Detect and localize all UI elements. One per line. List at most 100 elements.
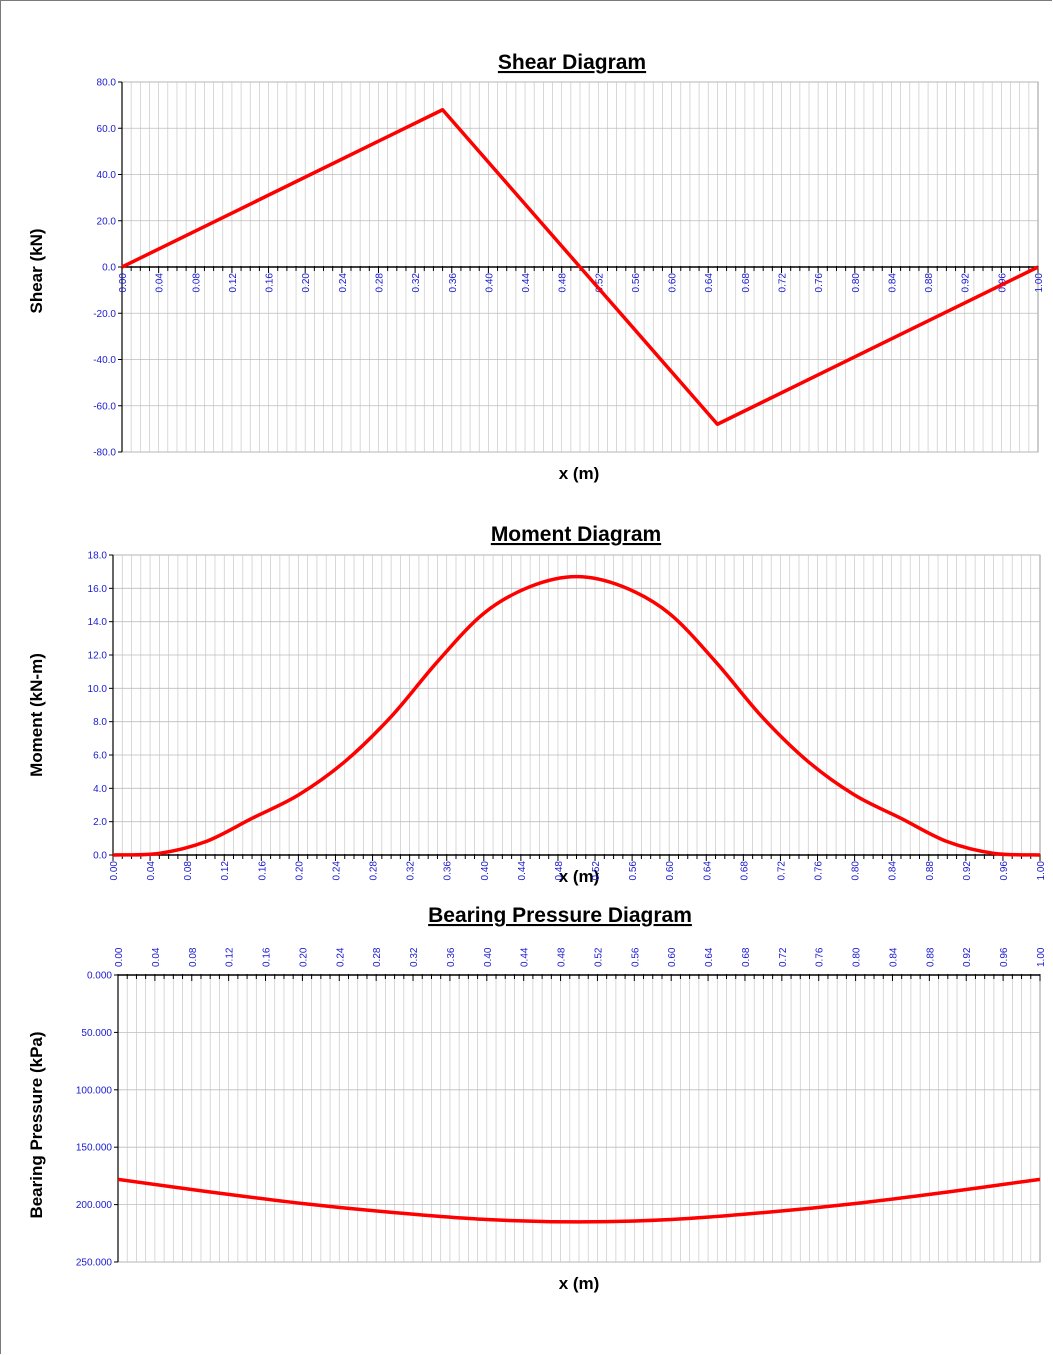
shear-chart-y-tick-label: 0.0 bbox=[102, 263, 116, 274]
moment-chart-x-tick-label: 0.92 bbox=[962, 861, 973, 881]
shear-chart-x-tick-label: 0.48 bbox=[558, 273, 569, 293]
bearing-chart-x-tick-label: 0.84 bbox=[888, 947, 899, 967]
bearing-chart-x-tick-label: 0.72 bbox=[778, 947, 789, 967]
shear-chart-x-tick-label: 0.36 bbox=[448, 273, 459, 293]
moment-chart-x-tick-label: 0.88 bbox=[925, 861, 936, 881]
shear-chart-x-tick-label: 0.88 bbox=[924, 273, 935, 293]
shear-chart-xlabel: x (m) bbox=[559, 464, 600, 483]
shear-chart-x-tick-label: 0.80 bbox=[851, 273, 862, 293]
bearing-chart-title: Bearing Pressure Diagram bbox=[428, 904, 692, 927]
shear-chart: Shear Diagram Shear (kN) x (m) 80.0 60.0 4… bbox=[27, 51, 1045, 483]
shear-chart-x-tick-label: 1.00 bbox=[1034, 273, 1045, 293]
moment-chart-x-tick-label: 0.32 bbox=[406, 861, 417, 881]
moment-chart-axes bbox=[109, 554, 1041, 861]
moment-chart-x-tick-label: 0.04 bbox=[146, 861, 157, 881]
bearing-chart-y-ticks: 0.000 50.000 100.000 150.000 200.000 250.000 bbox=[76, 971, 113, 1269]
bearing-chart-xlabel: x (m) bbox=[559, 1274, 600, 1293]
shear-chart-x-tick-label: 0.72 bbox=[778, 273, 789, 293]
shear-chart-ylabel: Shear (kN) bbox=[27, 228, 46, 313]
moment-chart-x-tick-label: 0.84 bbox=[888, 861, 899, 881]
bearing-chart-y-tick-label: 200.000 bbox=[76, 1200, 113, 1211]
shear-chart-x-tick-label: 0.24 bbox=[338, 273, 349, 293]
moment-chart-x-tick-label: 0.52 bbox=[591, 861, 602, 881]
moment-chart-y-tick-label: 6.0 bbox=[93, 751, 107, 762]
bearing-chart-y-tick-label: 50.000 bbox=[81, 1028, 112, 1039]
bearing-chart-ylabel: Bearing Pressure (kPa) bbox=[27, 1031, 46, 1218]
shear-chart-x-tick-label: 0.60 bbox=[668, 273, 679, 293]
moment-chart-x-tick-label: 0.48 bbox=[554, 861, 565, 881]
moment-chart-grid bbox=[112, 554, 1041, 856]
bearing-chart-x-tick-label: 0.00 bbox=[114, 947, 125, 967]
shear-chart-x-tick-label: 0.44 bbox=[521, 273, 532, 293]
bearing-chart-x-tick-label: 0.28 bbox=[372, 947, 383, 967]
moment-chart-x-tick-label: 0.64 bbox=[702, 861, 713, 881]
shear-chart-x-tick-label: 0.84 bbox=[887, 273, 898, 293]
bearing-chart-x-tick-label: 0.44 bbox=[520, 947, 531, 967]
moment-chart-x-tick-label: 0.24 bbox=[331, 861, 342, 881]
moment-chart-x-tick-label: 0.00 bbox=[109, 861, 120, 881]
bearing-chart-x-tick-label: 0.24 bbox=[335, 947, 346, 967]
shear-chart-x-tick-label: 0.12 bbox=[228, 273, 239, 293]
bearing-chart-x-tick-label: 0.64 bbox=[704, 947, 715, 967]
moment-chart-y-tick-label: 16.0 bbox=[88, 584, 108, 595]
moment-chart-x-tick-label: 0.56 bbox=[628, 861, 639, 881]
shear-chart-x-tick-label: 0.16 bbox=[265, 273, 276, 293]
bearing-chart-x-tick-label: 0.56 bbox=[630, 947, 641, 967]
shear-chart-x-tick-label: 0.68 bbox=[741, 273, 752, 293]
moment-chart-y-tick-label: 12.0 bbox=[88, 651, 108, 662]
moment-chart-x-tick-label: 0.44 bbox=[517, 861, 528, 881]
moment-chart-x-tick-label: 0.68 bbox=[739, 861, 750, 881]
moment-chart-x-tick-label: 0.20 bbox=[294, 861, 305, 881]
moment-chart-x-tick-label: 0.16 bbox=[257, 861, 268, 881]
moment-chart-x-ticks: 0.00 0.04 0.08 0.12 0.16 0.20 0.24 0.28 0.32 0.36… bbox=[109, 861, 1047, 881]
bearing-chart-x-tick-label: 0.20 bbox=[298, 947, 309, 967]
shear-chart-x-tick-label: 0.52 bbox=[594, 273, 605, 293]
moment-chart-ylabel: Moment (kN-m) bbox=[27, 653, 46, 777]
bearing-chart-x-tick-label: 0.04 bbox=[151, 947, 162, 967]
bearing-chart-x-tick-label: 0.76 bbox=[815, 947, 826, 967]
shear-chart-y-tick-label: 80.0 bbox=[97, 78, 117, 89]
shear-chart-x-tick-label: 0.20 bbox=[301, 273, 312, 293]
shear-chart-x-tick-label: 0.00 bbox=[118, 273, 129, 293]
moment-chart-xlabel: x (m) bbox=[559, 867, 600, 886]
shear-chart-y-ticks: 80.0 60.0 40.0 20.0 0.0 -20.0 -40.0 -60.0 -80.0 bbox=[93, 78, 116, 459]
shear-chart-y-tick-label: -40.0 bbox=[93, 355, 116, 366]
shear-chart-y-tick-label: -20.0 bbox=[93, 309, 116, 320]
shear-chart-x-tick-label: 0.04 bbox=[155, 273, 166, 293]
moment-chart-x-tick-label: 1.00 bbox=[1036, 861, 1047, 881]
bearing-chart-x-tick-label: 0.40 bbox=[483, 947, 494, 967]
shear-chart-x-tick-label: 0.40 bbox=[484, 273, 495, 293]
moment-chart-x-tick-label: 0.28 bbox=[369, 861, 380, 881]
moment-chart-y-tick-label: 10.0 bbox=[88, 684, 108, 695]
bearing-chart-y-tick-label: 150.000 bbox=[76, 1143, 113, 1154]
bearing-chart-x-tick-label: 0.32 bbox=[409, 947, 420, 967]
bearing-chart-y-tick-label: 250.000 bbox=[76, 1258, 113, 1269]
shear-chart-x-ticks: 0.00 0.04 0.08 0.12 0.16 0.20 0.24 0.28 0.32 0.36… bbox=[118, 273, 1045, 293]
shear-chart-series-line bbox=[121, 108, 1039, 426]
shear-chart-x-tick-label: 0.64 bbox=[704, 273, 715, 293]
shear-chart-y-tick-label: 40.0 bbox=[97, 170, 117, 181]
moment-chart-y-tick-label: 18.0 bbox=[88, 551, 108, 562]
bearing-chart-x-tick-label: 0.12 bbox=[225, 947, 236, 967]
moment-chart-x-tick-label: 0.80 bbox=[851, 861, 862, 881]
moment-chart-series-line bbox=[112, 574, 1041, 857]
bearing-chart-series-line bbox=[117, 1177, 1041, 1224]
bearing-chart-x-tick-label: 0.92 bbox=[962, 947, 973, 967]
moment-chart-x-tick-label: 0.76 bbox=[814, 861, 825, 881]
shear-chart-x-tick-label: 0.32 bbox=[411, 273, 422, 293]
shear-chart-x-tick-label: 0.56 bbox=[631, 273, 642, 293]
shear-chart-y-tick-label: -80.0 bbox=[93, 448, 116, 459]
bearing-chart-x-tick-label: 1.00 bbox=[1036, 947, 1047, 967]
moment-chart: Moment Diagram Moment (kN-m) x (m) 18.01… bbox=[27, 523, 1047, 886]
bearing-chart-x-tick-label: 0.68 bbox=[741, 947, 752, 967]
shear-chart-y-tick-label: 20.0 bbox=[97, 216, 117, 227]
moment-chart-x-tick-label: 0.72 bbox=[776, 861, 787, 881]
shear-chart-title: Shear Diagram bbox=[498, 51, 646, 74]
bearing-chart-x-tick-label: 0.60 bbox=[667, 947, 678, 967]
bearing-chart-grid bbox=[117, 974, 1041, 1263]
moment-chart-x-tick-label: 0.12 bbox=[220, 861, 231, 881]
moment-chart-x-tick-label: 0.36 bbox=[443, 861, 454, 881]
shear-chart-x-tick-label: 0.28 bbox=[374, 273, 385, 293]
moment-chart-y-ticks: 18.0 16.0 14.0 12.0 10.0 8.0 6.0 4.0 2.0 0.0 bbox=[88, 551, 108, 862]
